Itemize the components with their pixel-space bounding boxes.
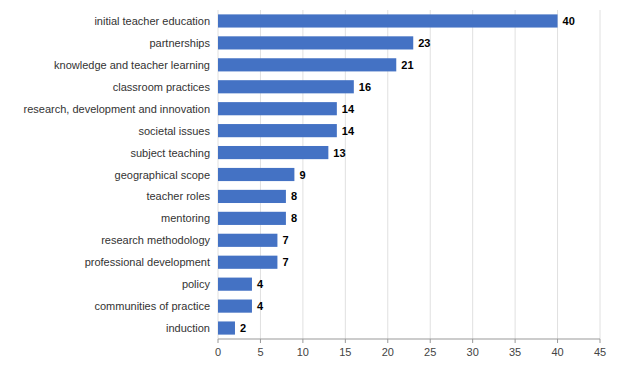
bar xyxy=(218,190,286,203)
category-label: mentoring xyxy=(161,212,210,224)
tick-mark xyxy=(218,339,219,343)
tick-label: 0 xyxy=(215,346,221,358)
data-label: 16 xyxy=(359,81,371,93)
grid-line xyxy=(600,10,601,339)
tick-label: 25 xyxy=(424,346,436,358)
bar xyxy=(218,124,337,137)
category-label: subject teaching xyxy=(131,147,211,159)
grid xyxy=(218,10,600,339)
bar xyxy=(218,168,294,181)
bar xyxy=(218,278,252,291)
x-axis: 0 5 10 15 20 25 30 35 40 45 xyxy=(215,339,606,358)
bar xyxy=(218,36,413,49)
grid-line xyxy=(430,10,431,339)
data-label: 4 xyxy=(257,300,264,312)
chart: 0 5 10 15 20 25 30 35 40 45 induction communities o… xyxy=(0,0,624,369)
tick-mark xyxy=(557,339,558,343)
category-label: initial teacher education xyxy=(94,15,210,27)
data-label: 4 xyxy=(257,278,264,290)
category-label: teacher roles xyxy=(146,190,210,202)
tick-mark xyxy=(472,339,473,343)
data-label: 2 xyxy=(240,322,246,334)
bar xyxy=(218,256,277,269)
bar xyxy=(218,14,558,27)
tick-mark xyxy=(430,339,431,343)
axis-line xyxy=(218,339,600,340)
bar xyxy=(218,234,277,247)
grid-line xyxy=(557,10,558,339)
bar xyxy=(218,300,252,313)
tick-label: 15 xyxy=(339,346,351,358)
data-labels: 2447788913141416212340 xyxy=(240,15,575,334)
category-label: geographical scope xyxy=(115,169,210,181)
data-label: 40 xyxy=(563,15,575,27)
y-axis: induction communities of practice policy pr… xyxy=(23,15,210,334)
tick-label: 35 xyxy=(509,346,521,358)
category-label: knowledge and teacher learning xyxy=(54,59,210,71)
data-label: 8 xyxy=(291,190,297,202)
category-label: classroom practices xyxy=(113,81,211,93)
tick-label: 45 xyxy=(594,346,606,358)
tick-label: 40 xyxy=(551,346,563,358)
tick-label: 20 xyxy=(382,346,394,358)
data-label: 7 xyxy=(282,256,288,268)
tick-label: 10 xyxy=(297,346,309,358)
chart-container: 0 5 10 15 20 25 30 35 40 45 induction communities o… xyxy=(0,0,624,369)
tick-mark xyxy=(345,339,346,343)
tick-label: 5 xyxy=(257,346,263,358)
bar xyxy=(218,80,354,93)
category-label: research, development and innovation xyxy=(23,103,210,115)
data-label: 23 xyxy=(418,37,430,49)
bar xyxy=(218,146,328,159)
bar xyxy=(218,212,286,225)
tick-label: 30 xyxy=(467,346,479,358)
category-label: policy xyxy=(182,278,211,290)
data-label: 8 xyxy=(291,212,297,224)
data-label: 14 xyxy=(342,103,355,115)
category-label: communities of practice xyxy=(94,300,210,312)
grid-line xyxy=(515,10,516,339)
bar xyxy=(218,102,337,115)
category-label: research methodology xyxy=(101,234,210,246)
tick-mark xyxy=(260,339,261,343)
category-label: induction xyxy=(166,322,210,334)
category-label: professional development xyxy=(85,256,210,268)
data-label: 14 xyxy=(342,125,355,137)
bar xyxy=(218,58,396,71)
bar xyxy=(218,321,235,334)
bars xyxy=(218,14,558,334)
data-label: 7 xyxy=(282,234,288,246)
category-label: societal issues xyxy=(138,125,210,137)
data-label: 21 xyxy=(401,59,413,71)
tick-mark xyxy=(302,339,303,343)
tick-mark xyxy=(515,339,516,343)
tick-mark xyxy=(387,339,388,343)
tick-mark xyxy=(600,339,601,343)
category-label: partnerships xyxy=(149,37,210,49)
grid-line xyxy=(472,10,473,339)
data-label: 13 xyxy=(333,147,345,159)
data-label: 9 xyxy=(299,169,305,181)
